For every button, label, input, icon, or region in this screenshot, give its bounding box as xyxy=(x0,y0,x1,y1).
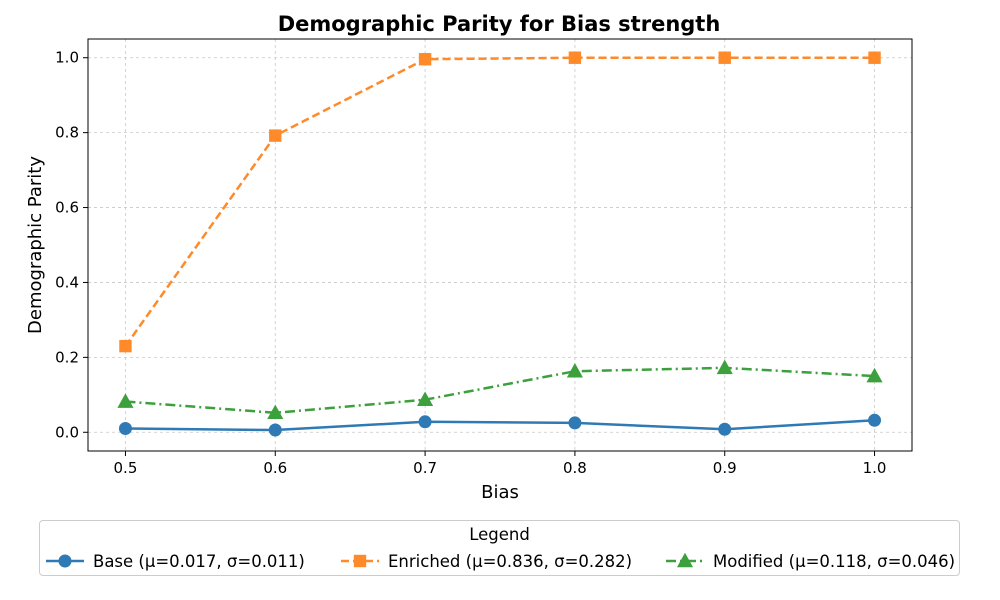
y-tick-label: 0.6 xyxy=(55,199,79,217)
legend: Legend Base (μ=0.017, σ=0.011) Enriched (… xyxy=(39,520,960,576)
data-point xyxy=(568,51,582,64)
legend-marker xyxy=(353,554,367,568)
data-point xyxy=(566,362,583,378)
legend-item: Base (μ=0.017, σ=0.011) xyxy=(45,549,305,573)
data-point xyxy=(418,53,432,66)
legend-swatch xyxy=(666,552,704,568)
data-point xyxy=(568,416,582,430)
data-point xyxy=(267,404,284,420)
x-axis-label: Bias xyxy=(481,482,519,503)
legend-label: Enriched (μ=0.836, σ=0.282) xyxy=(388,551,633,571)
data-point xyxy=(868,51,881,64)
legend-swatch xyxy=(46,554,84,568)
y-tick-label: 0.8 xyxy=(55,124,79,142)
y-axis-label: Demographic Parity xyxy=(25,156,46,334)
y-tick-label: 0.2 xyxy=(55,348,79,366)
grid-lines xyxy=(88,39,912,451)
data-point xyxy=(268,423,282,437)
legend-swatch xyxy=(341,554,379,568)
legend-label: Modified (μ=0.118, σ=0.046) xyxy=(713,551,956,571)
legend-marker xyxy=(676,552,694,568)
x-tick-label: 0.7 xyxy=(413,459,437,477)
data-point xyxy=(716,359,733,375)
data-point xyxy=(868,413,882,427)
x-tick-label: 0.9 xyxy=(713,459,737,477)
series-circle xyxy=(118,413,882,437)
legend-items: Base (μ=0.017, σ=0.011) Enriched (μ=0.836… xyxy=(40,549,959,573)
legend-item: Modified (μ=0.118, σ=0.046) xyxy=(665,549,955,573)
series-triangle xyxy=(117,359,883,420)
x-tick-label: 0.8 xyxy=(563,459,587,477)
data-point xyxy=(269,129,282,142)
legend-label: Base (μ=0.017, σ=0.011) xyxy=(93,551,305,571)
y-tick-label: 0.4 xyxy=(55,273,79,291)
data-point xyxy=(417,391,434,406)
data-point xyxy=(117,393,134,408)
data-point xyxy=(118,422,132,436)
y-tick-label: 0.0 xyxy=(55,423,79,441)
x-tick-label: 0.5 xyxy=(114,459,138,477)
axes: 0.5 0.6 0.7 0.8 0.9 1.0 0.0 0.2 0.4 0.6 0.8 1.0 xyxy=(55,49,886,477)
plot-frame xyxy=(87,38,913,452)
x-tick-label: 0.6 xyxy=(263,459,287,477)
legend-marker xyxy=(58,554,72,568)
data-point xyxy=(718,51,731,64)
series-line xyxy=(124,56,875,347)
series-line xyxy=(125,366,875,415)
data-point xyxy=(418,415,432,429)
data-point xyxy=(119,339,132,353)
legend-item: Enriched (μ=0.836, σ=0.282) xyxy=(340,549,632,573)
legend-title: Legend xyxy=(469,525,530,544)
data-point xyxy=(718,422,732,436)
data-point xyxy=(866,367,883,383)
chart-title: Demographic Parity for Bias strength xyxy=(278,12,721,36)
series-square xyxy=(119,51,881,353)
x-tick-label: 1.0 xyxy=(863,459,887,477)
series-line xyxy=(125,419,875,432)
plot-series xyxy=(117,51,883,437)
y-tick-label: 1.0 xyxy=(55,49,79,67)
